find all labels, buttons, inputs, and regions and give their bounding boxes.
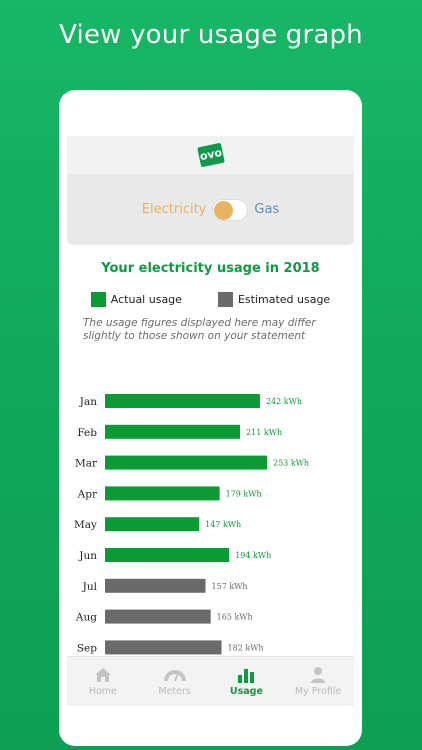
month-label: Jan	[79, 396, 97, 408]
page-headline: View your usage graph	[59, 20, 363, 50]
legend-actual-label: Actual usage	[110, 293, 182, 306]
tab-meters[interactable]: Meters	[139, 657, 211, 706]
electricity-label[interactable]: Electricity	[141, 202, 207, 217]
tab-my-profile-label: My Profile	[294, 686, 342, 697]
tab-home[interactable]: Home	[67, 657, 139, 706]
month-label: Aug	[75, 612, 97, 624]
bar-chart-icon	[238, 668, 255, 683]
bar-value-label: 179 kWh	[226, 489, 262, 498]
tab-home-label: Home	[88, 685, 117, 697]
usage-chart-svg: Jan 242 kWh Feb 211 kWh Mar 253 kWh Apr 179 kWh…	[74, 394, 309, 655]
legend-actual-swatch	[90, 292, 106, 307]
legend-actual: Actual usage	[90, 292, 182, 307]
fuel-toggle-bar: Electricity Gas	[67, 174, 354, 245]
month-label: Jul	[82, 581, 98, 593]
usage-title: Your electricity usage in 2018	[101, 261, 320, 276]
chart-legend: Actual usage Estimated usage	[67, 292, 354, 307]
legend-estimated-swatch	[217, 292, 233, 307]
legend-estimated: Estimated usage	[217, 292, 331, 307]
ovo-logo: ovo	[196, 142, 225, 168]
bottom-tab-bar: Home Meters Usage	[67, 656, 354, 706]
profile-icon	[311, 667, 326, 683]
bar-value-label: 182 kWh	[228, 643, 264, 652]
usage-bar-jan	[105, 394, 260, 408]
month-label: Jun	[78, 550, 97, 562]
month-label: Apr	[77, 488, 98, 500]
bar-value-label: 157 kWh	[212, 582, 248, 591]
phone-frame: ovo Electricity Gas Your electricity usa…	[59, 90, 362, 746]
month-label: Feb	[77, 427, 97, 439]
tab-usage-label: Usage	[229, 685, 263, 697]
usage-bar-aug	[105, 609, 211, 624]
gas-label[interactable]: Gas	[254, 202, 280, 217]
tab-meters-label: Meters	[158, 685, 191, 697]
month-label: May	[74, 519, 97, 531]
fuel-toggle-switch[interactable]	[212, 198, 249, 221]
usage-bar-jul	[105, 578, 206, 593]
home-icon	[94, 667, 111, 682]
tab-my-profile[interactable]: My Profile	[282, 657, 354, 706]
legend-estimated-label: Estimated usage	[237, 293, 331, 306]
usage-bar-chart: Jan 242 kWh Feb 211 kWh Mar 253 kWh Apr 179 kWh…	[67, 386, 354, 656]
usage-bar-mar	[105, 455, 267, 470]
usage-bar-jun	[105, 548, 230, 562]
usage-bar-may	[105, 517, 200, 532]
usage-bar-apr	[105, 486, 220, 501]
meter-icon	[163, 669, 186, 681]
month-label: Mar	[75, 458, 98, 470]
bar-value-label: 165 kWh	[217, 613, 253, 622]
toggle-knob[interactable]	[214, 200, 234, 220]
bar-value-label: 211 kWh	[246, 428, 282, 437]
usage-disclaimer: The usage figures displayed here may dif…	[83, 317, 316, 342]
tab-usage[interactable]: Usage	[211, 657, 283, 706]
logo-bar: ovo	[67, 136, 354, 174]
bar-value-label: 194 kWh	[235, 551, 271, 560]
bar-value-label: 147 kWh	[205, 520, 241, 529]
usage-bar-sep	[105, 640, 222, 655]
month-label: Sep	[77, 642, 97, 654]
bar-value-label: 242 kWh	[266, 397, 302, 406]
app-screen: ovo Electricity Gas Your electricity usa…	[67, 136, 354, 706]
usage-bar-feb	[105, 424, 241, 439]
bar-value-label: 253 kWh	[273, 459, 309, 468]
